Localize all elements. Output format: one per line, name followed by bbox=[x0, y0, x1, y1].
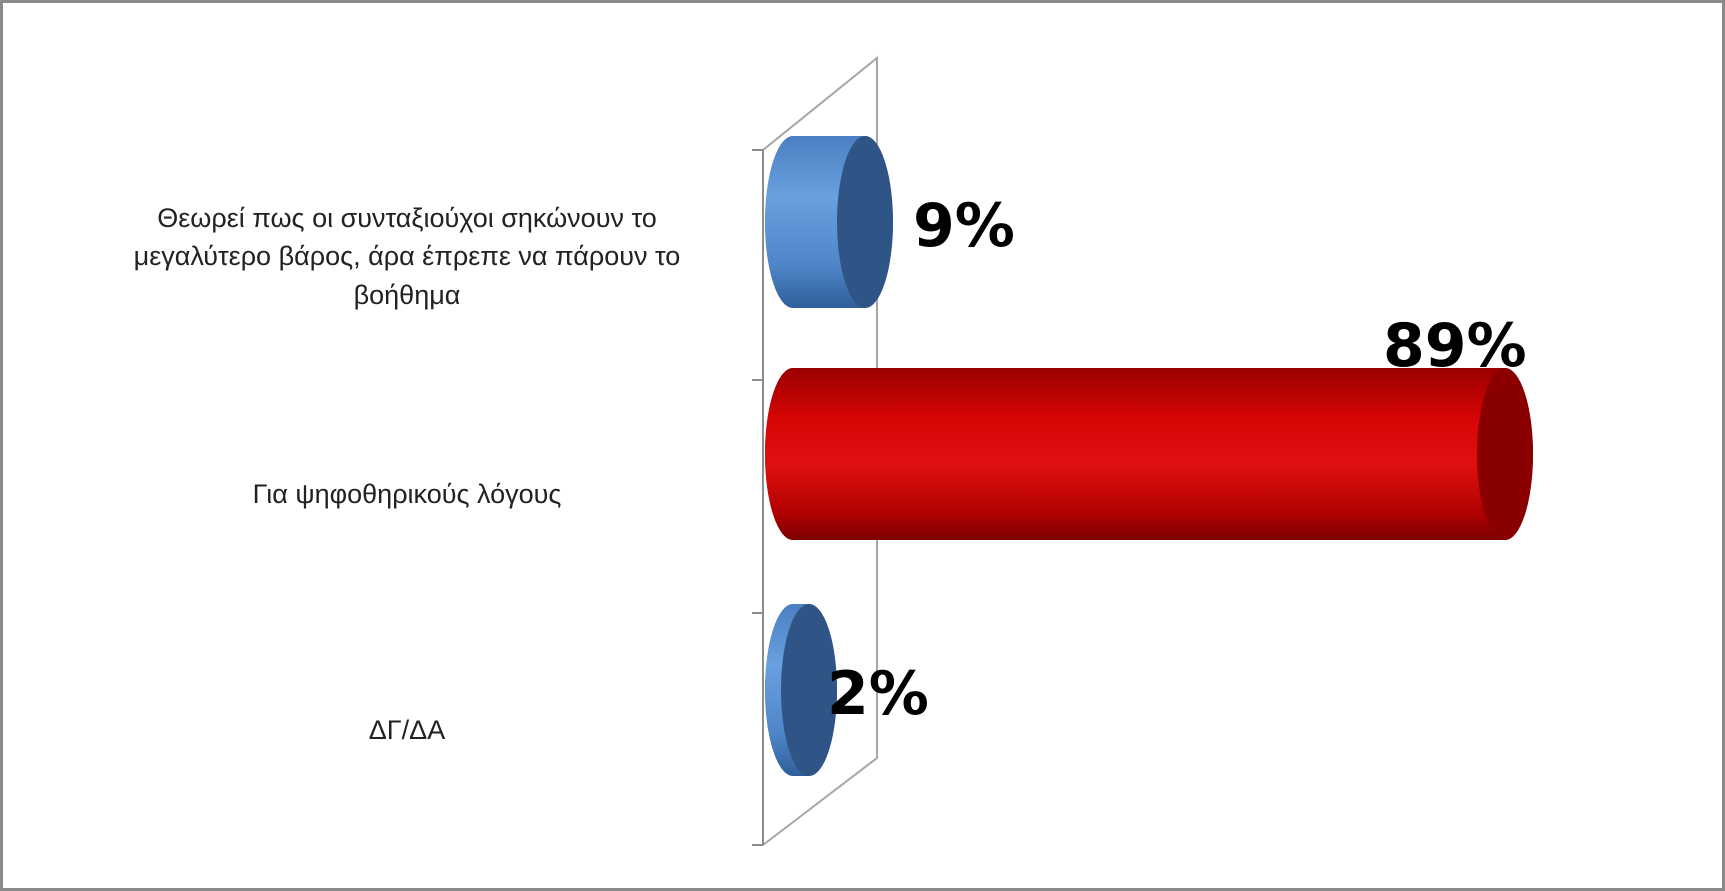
bar bbox=[765, 136, 893, 308]
category-label: Για ψηφοθηρικούς λόγους bbox=[252, 479, 562, 509]
bar-end-cap bbox=[837, 136, 893, 308]
bar bbox=[765, 368, 1533, 540]
bar-end-cap bbox=[781, 604, 837, 776]
bar-base-face bbox=[765, 136, 821, 308]
data-label: 9% bbox=[913, 191, 1015, 261]
bar-end-cap bbox=[1477, 368, 1533, 540]
bar-base-face bbox=[765, 368, 821, 540]
bars-group bbox=[765, 136, 1533, 776]
category-label: ΔΓ/ΔΑ bbox=[368, 715, 446, 745]
bar-body bbox=[765, 368, 1533, 540]
data-label: 89% bbox=[1383, 311, 1527, 381]
data-label: 2% bbox=[827, 659, 929, 729]
bar bbox=[765, 604, 837, 776]
data-labels-group: 9% 89% 2% bbox=[827, 191, 1527, 729]
category-label: Θεωρεί πως οι συνταξιούχοι σηκώνουν το μ… bbox=[133, 203, 681, 310]
